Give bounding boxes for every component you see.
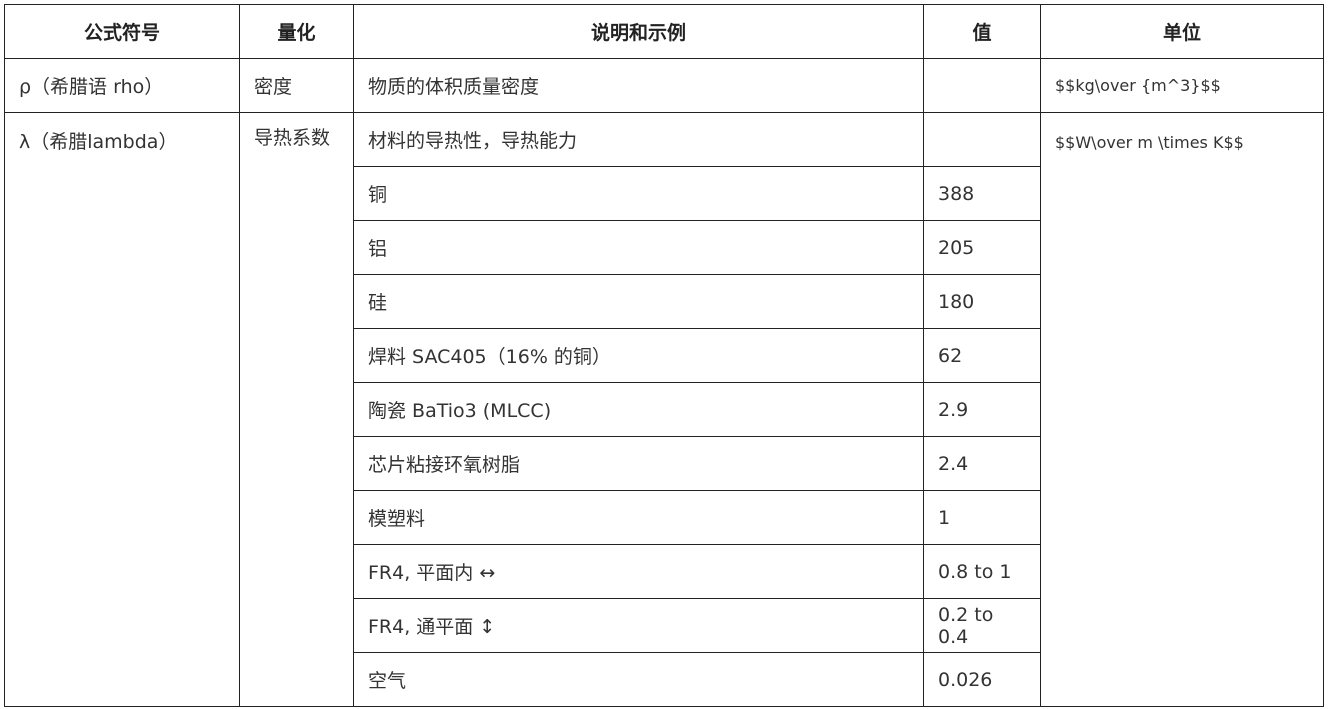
- table-row-example: 模塑料 1: [5, 490, 1324, 545]
- example-material: FR4, 通平面 ↕: [353, 598, 924, 653]
- example-material: 硅: [353, 274, 924, 329]
- table-row-example: 空气 0.026: [5, 652, 1324, 707]
- rho-description: 物质的体积质量密度: [353, 58, 924, 113]
- example-material: 焊料 SAC405（16% 的铜）: [353, 328, 924, 383]
- table-row-rho: ρ（希腊语 rho） 密度 物质的体积质量密度 $$kg\over {m^3}$…: [4, 58, 1324, 113]
- table-row-example: FR4, 平面内 ↔ 0.8 to 1: [5, 544, 1324, 599]
- rho-symbol: ρ（希腊语 rho）: [4, 58, 240, 113]
- example-material: 模塑料: [353, 490, 924, 545]
- example-material: FR4, 平面内 ↔: [353, 544, 924, 599]
- example-value: 0.2 to 0.4: [923, 598, 1041, 653]
- header-row: 公式符号 量化 说明和示例 值 单位: [4, 4, 1324, 59]
- example-value: 2.4: [923, 436, 1041, 491]
- header-description: 说明和示例: [353, 4, 924, 59]
- example-material: 铜: [353, 166, 924, 221]
- example-value: 0.026: [923, 652, 1041, 707]
- example-value: 388: [923, 166, 1041, 221]
- header-symbol: 公式符号: [4, 4, 240, 59]
- example-value: 62: [923, 328, 1041, 383]
- example-value: 0.8 to 1: [923, 544, 1041, 599]
- example-value: 1: [923, 490, 1041, 545]
- header-quantity: 量化: [239, 4, 354, 59]
- example-material: 空气: [353, 652, 924, 707]
- lambda-value: [923, 112, 1041, 167]
- example-material: 陶瓷 BaTio3 (MLCC): [353, 382, 924, 437]
- thermal-properties-table: 公式符号 量化 说明和示例 值 单位 ρ（希腊语 rho） 密度 物质的体积质量…: [4, 4, 1324, 707]
- lambda-unit: $$W\over m \times K$$: [1040, 112, 1324, 707]
- example-material: 芯片粘接环氧树脂: [353, 436, 924, 491]
- table-row-lambda: λ（希腊lambda） 导热系数 材料的导热性，导热能力 $$W\over m …: [4, 112, 1324, 707]
- rho-unit: $$kg\over {m^3}$$: [1040, 58, 1324, 113]
- lambda-quantity: 导热系数: [239, 112, 354, 707]
- rho-value: [923, 58, 1041, 113]
- example-value: 2.9: [923, 382, 1041, 437]
- header-unit: 单位: [1040, 4, 1324, 59]
- table-row-example: FR4, 通平面 ↕ 0.2 to 0.4: [5, 598, 1324, 653]
- lambda-description: 材料的导热性，导热能力: [353, 112, 924, 167]
- example-material: 铝: [353, 220, 924, 275]
- lambda-symbol: λ（希腊lambda）: [4, 112, 240, 707]
- example-value: 205: [923, 220, 1041, 275]
- table-row-example: 焊料 SAC405（16% 的铜） 62: [5, 328, 1324, 383]
- table-row-example: 硅 180: [5, 274, 1324, 329]
- header-value: 值: [923, 4, 1041, 59]
- table-row-example: 陶瓷 BaTio3 (MLCC) 2.9: [5, 382, 1324, 437]
- table-row-example: 芯片粘接环氧树脂 2.4: [5, 436, 1324, 491]
- table-row-example: 铜 388: [5, 166, 1324, 221]
- example-value: 180: [923, 274, 1041, 329]
- rho-quantity: 密度: [239, 58, 354, 113]
